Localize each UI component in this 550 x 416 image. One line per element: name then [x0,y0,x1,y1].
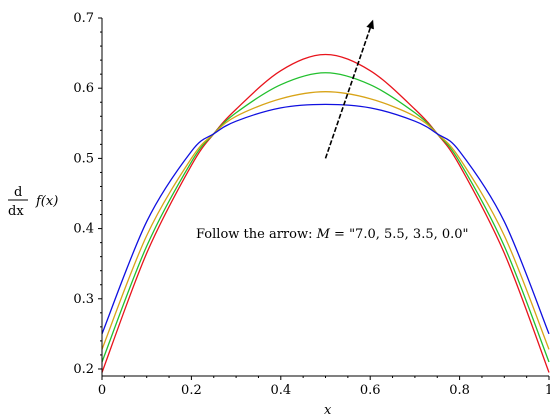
series-line-4 [101,103,550,335]
x-tick-label: 0.2 [181,383,202,398]
y-tick-label: 0.6 [73,81,94,96]
y-axis-denominator: dx [8,204,24,219]
y-axis-expression: f(x) [35,194,58,209]
series-line-2 [101,72,550,363]
annotation-prefix: Follow the arrow: [196,227,317,242]
y-tick-label: 0.5 [73,151,94,166]
x-tick-label: 1 [545,383,550,398]
annotation-suffix: = "7.0, 5.5, 3.5, 0.0" [330,227,469,242]
annotation-var: M [316,227,331,242]
annotation-text: Follow the arrow: M = "7.0, 5.5, 3.5, 0.… [196,227,469,242]
trend-arrow [324,19,374,159]
series-layer [101,53,550,373]
y-ticks: 0.2 0.3 0.4 0.5 0.6 0.7 [73,11,102,377]
y-tick-label: 0.7 [73,11,94,26]
x-ticks: 0 0.2 0.4 0.6 0.8 1 [98,376,550,398]
x-tick-label: 0 [98,383,106,398]
y-tick-label: 0.3 [73,292,94,307]
y-tick-label: 0.4 [73,222,94,237]
x-tick-label: 0.8 [449,383,470,398]
x-axis-label: x [324,403,332,416]
x-tick-label: 0.4 [270,383,291,398]
series-line-3 [101,91,550,350]
y-tick-label: 0.2 [73,362,94,377]
x-tick-label: 0.6 [360,383,381,398]
y-axis-numerator: d [14,185,22,200]
series-line-1 [101,53,550,373]
